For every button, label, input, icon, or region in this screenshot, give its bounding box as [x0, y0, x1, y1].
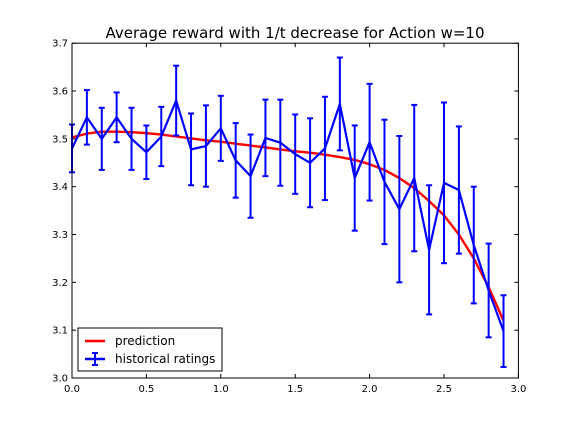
y-tick-label: 3.7	[52, 39, 68, 50]
plot-frame	[71, 42, 519, 379]
x-tick-label: 2.5	[436, 384, 452, 395]
x-tick-label: 2.0	[362, 384, 378, 395]
y-tick-label: 3.1	[52, 326, 68, 337]
y-tick-label: 3.4	[52, 182, 68, 193]
prediction-line	[71, 130, 505, 322]
chart-title: Average reward with 1/t decrease for Act…	[105, 24, 484, 42]
y-tick-label: 3.2	[52, 278, 68, 289]
y-tick-label: 3.6	[52, 87, 68, 98]
legend: prediction historical ratings	[77, 327, 223, 372]
x-tick-label: 0.5	[138, 384, 154, 395]
series-layer	[69, 56, 507, 368]
y-tick-label: 3.0	[52, 374, 68, 385]
legend-prediction-label: prediction	[115, 334, 175, 348]
legend-box	[77, 327, 223, 372]
historical-ratings-line	[71, 99, 505, 332]
x-tick-label: 3.0	[510, 384, 526, 395]
x-tick-label: 1.0	[213, 384, 229, 395]
y-tick-label: 3.5	[52, 134, 68, 145]
y-tick-label: 3.3	[52, 230, 68, 241]
legend-historical-label: historical ratings	[115, 352, 215, 366]
x-tick-label: 1.5	[287, 384, 303, 395]
x-tick-label: 0.0	[64, 384, 80, 395]
